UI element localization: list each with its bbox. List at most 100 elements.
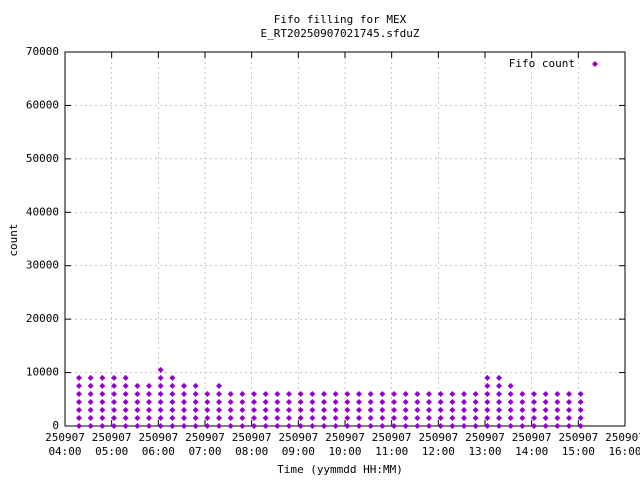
data-point [379,406,386,413]
y-tick-label: 60000 [26,98,59,111]
data-point [391,390,397,397]
data-point [239,398,246,405]
data-point [134,414,141,421]
y-tick-label: 70000 [26,45,59,58]
data-point [134,423,141,429]
data-point [111,390,117,397]
data-point [356,390,362,397]
data-point [484,398,491,405]
data-point [169,390,176,397]
data-point [204,414,211,421]
data-point [76,374,82,381]
data-point [496,414,502,421]
data-point [122,423,129,429]
data-point [472,398,479,405]
data-point [274,398,281,405]
data-point [496,398,502,405]
data-point [484,414,491,421]
data-point [239,390,246,397]
x-tick-label: 250907 06:00 [138,431,178,458]
data-point [111,414,117,421]
data-point [99,406,106,413]
data-point [309,390,316,397]
data-point [181,423,187,429]
data-point [204,390,211,397]
data-point [111,406,117,413]
data-point [111,398,117,405]
data-point [87,406,94,413]
data-point [496,382,502,389]
data-point [449,390,456,397]
data-point [157,423,164,429]
data-point [531,423,537,429]
data-point [262,423,269,429]
legend-marker [592,61,598,67]
data-point [122,398,129,405]
data-point [554,398,561,405]
data-point [227,398,234,405]
data-point [169,374,176,381]
data-point [251,423,257,429]
data-point [344,406,351,413]
data-point [391,423,397,429]
data-point [519,398,526,405]
data-point [332,406,339,413]
data-point [239,406,246,413]
data-point [274,414,281,421]
data-point [542,423,549,429]
data-point [286,398,292,405]
data-point [519,406,526,413]
data-point [402,390,409,397]
data-point [76,382,82,389]
data-point [122,390,129,397]
data-point [181,398,187,405]
data-point [87,382,94,389]
y-tick-label: 40000 [26,205,59,218]
data-point [192,406,199,413]
data-point [122,414,129,421]
x-tick-label: 250907 15:00 [558,431,598,458]
data-point [262,390,269,397]
data-point [146,414,152,421]
x-tick-label: 250907 11:00 [372,431,412,458]
data-point [414,406,421,413]
data-point [297,398,304,405]
data-point [356,423,362,429]
data-point [192,398,199,405]
data-point [554,414,561,421]
data-point [122,382,129,389]
data-point [192,390,199,397]
data-point [87,398,94,405]
data-point [426,398,432,405]
data-point [519,390,526,397]
data-point [414,398,421,405]
data-point [76,390,82,397]
data-point [76,423,82,429]
data-point [87,374,94,381]
data-point [472,414,479,421]
data-point [449,423,456,429]
data-point [332,423,339,429]
data-point [542,406,549,413]
data-point [76,406,82,413]
data-point [321,398,327,405]
data-point [169,382,176,389]
data-point [169,414,176,421]
data-point [309,398,316,405]
chart-title: Fifo filling for MEX [274,13,407,26]
data-point [414,414,421,421]
data-point [169,406,176,413]
data-point [169,423,176,429]
data-point [507,382,514,389]
data-point [566,398,572,405]
data-point [251,390,257,397]
data-point [356,398,362,405]
data-point [157,414,164,421]
data-point [484,382,491,389]
data-point [332,414,339,421]
data-point [181,406,187,413]
data-point [274,406,281,413]
data-point [192,382,199,389]
data-point [227,406,234,413]
